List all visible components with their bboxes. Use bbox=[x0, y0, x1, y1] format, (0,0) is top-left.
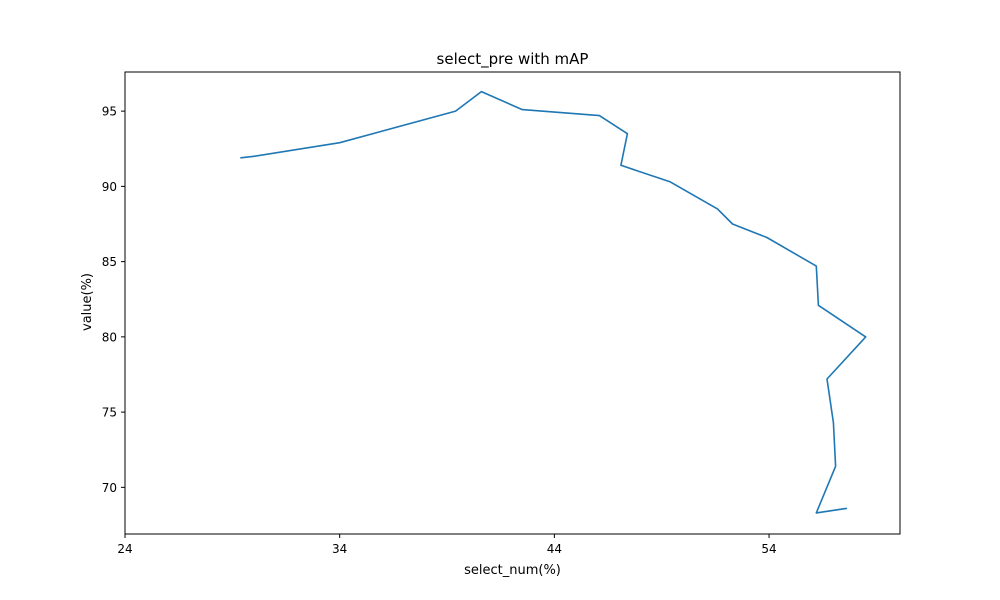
series-line-map bbox=[240, 90, 867, 514]
x-tick-label: 24 bbox=[117, 542, 132, 556]
x-tick-label: 54 bbox=[761, 542, 776, 556]
y-tick-label: 70 bbox=[102, 481, 117, 495]
y-axis: 70 75 80 85 90 95 bbox=[102, 105, 125, 495]
x-tick-label: 34 bbox=[332, 542, 347, 556]
y-axis-label: value(%) bbox=[80, 273, 95, 331]
y-tick-label: 75 bbox=[102, 406, 117, 420]
y-tick-label: 90 bbox=[102, 180, 117, 194]
chart-title: select_pre with mAP bbox=[437, 50, 589, 69]
x-axis: 24 34 44 54 bbox=[117, 534, 777, 556]
plot-frame bbox=[124, 71, 901, 535]
x-tick-label: 44 bbox=[547, 542, 562, 556]
x-axis-label: select_num(%) bbox=[464, 563, 561, 578]
plot-area bbox=[240, 90, 867, 514]
y-tick-label: 95 bbox=[102, 105, 117, 119]
y-tick-label: 80 bbox=[102, 330, 117, 344]
y-tick-label: 85 bbox=[102, 255, 117, 269]
